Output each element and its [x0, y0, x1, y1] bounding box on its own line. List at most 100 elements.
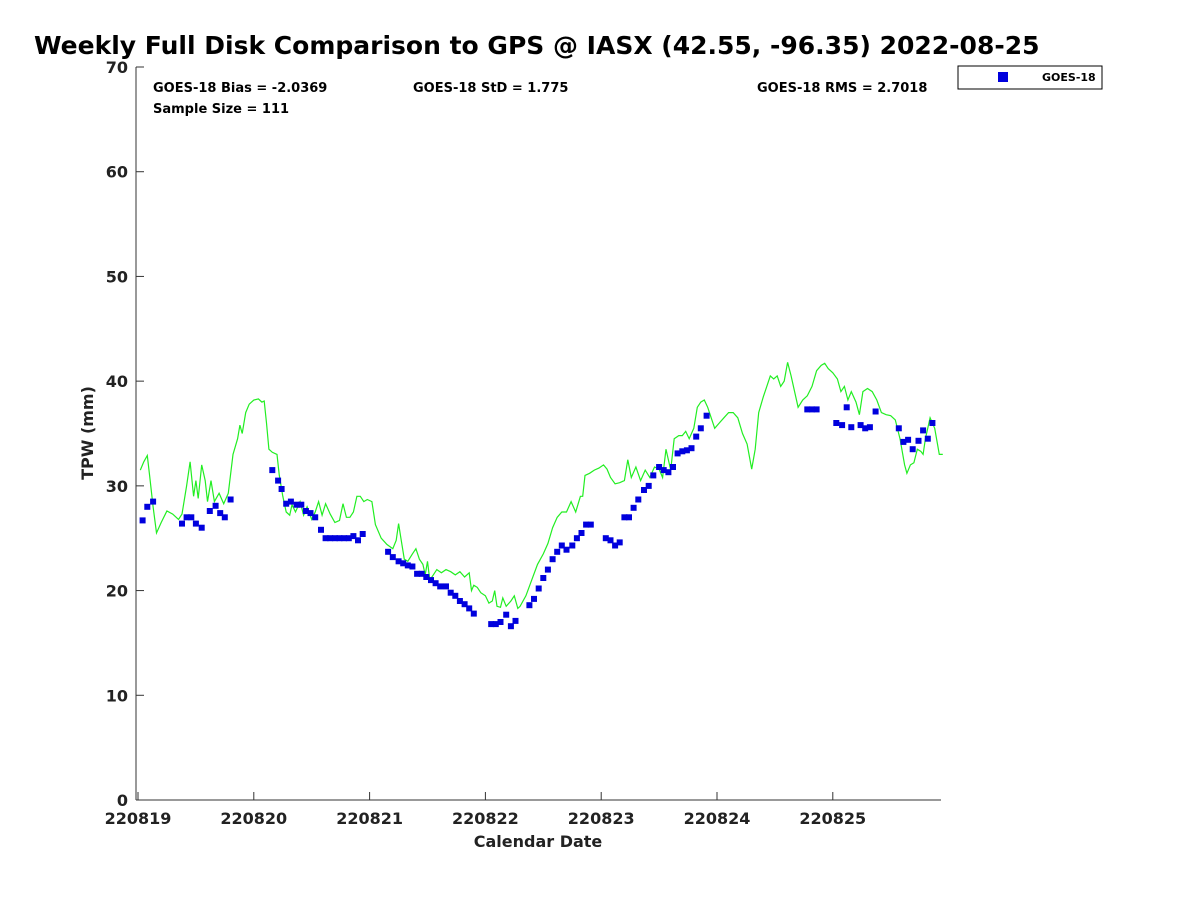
goes-point	[848, 424, 855, 431]
goes-point	[212, 502, 219, 509]
gps-series	[139, 362, 943, 610]
goes-point	[437, 583, 444, 590]
goes-point	[307, 510, 314, 517]
goes-point	[905, 436, 912, 443]
y-tick-label: 30	[106, 477, 128, 496]
goes-point	[503, 611, 510, 618]
sample-size-annotation: Sample Size = 111	[153, 102, 289, 117]
goes-point	[872, 408, 879, 415]
goes-point	[188, 514, 195, 521]
goes-point	[470, 610, 477, 617]
legend-goes-label: GOES-18	[1042, 71, 1096, 84]
goes-point	[641, 487, 647, 493]
goes-point	[612, 542, 619, 549]
goes-point	[302, 508, 309, 514]
goes-point	[443, 583, 449, 590]
goes-point	[322, 535, 329, 542]
x-tick-label: 220825	[799, 809, 866, 828]
goes-point	[336, 535, 343, 542]
x-tick-label: 220821	[336, 809, 403, 828]
goes-point	[645, 482, 652, 489]
goes-point	[423, 574, 430, 580]
goes-point	[350, 533, 357, 540]
goes-point	[404, 562, 411, 569]
goes-point	[915, 437, 922, 444]
legend-goes-marker	[998, 72, 1008, 82]
y-tick-label: 10	[106, 686, 128, 705]
goes-point	[198, 524, 205, 531]
x-tick-label: 220823	[568, 809, 635, 828]
goes-point	[650, 472, 657, 479]
y-tick-label: 0	[117, 791, 128, 810]
goes-point	[895, 425, 902, 432]
goes-point	[857, 422, 864, 429]
goes-point	[395, 558, 402, 565]
goes-point	[924, 435, 931, 442]
goes-point	[227, 496, 234, 503]
goes-point	[900, 438, 907, 445]
std-annotation: GOES-18 StD = 1.775	[413, 81, 568, 96]
axes: 0 10 20 30 40 50 60 70 220819 220820 220821 220822 2…	[105, 58, 941, 828]
goes-point	[456, 598, 463, 604]
goes-point	[526, 602, 533, 609]
goes-point	[385, 548, 392, 555]
goes-point	[221, 514, 228, 521]
goes-point	[418, 570, 425, 577]
goes-point	[697, 425, 704, 432]
goes-point	[139, 517, 146, 524]
goes-point	[447, 589, 454, 596]
goes-point	[512, 617, 519, 624]
goes-point	[920, 427, 927, 434]
goes-point	[616, 539, 623, 546]
y-axis-label: TPW (mm)	[78, 386, 97, 480]
x-tick-label: 220822	[452, 809, 519, 828]
goes-point	[656, 464, 663, 470]
goes-point	[703, 412, 710, 419]
goes-point	[389, 554, 396, 561]
goes-point	[683, 447, 690, 454]
goes-point	[688, 445, 695, 452]
goes-point	[909, 446, 916, 453]
goes-point	[583, 521, 590, 528]
goes-point	[298, 501, 305, 508]
goes-point	[287, 498, 294, 505]
goes-point	[488, 621, 495, 628]
y-tick-label: 20	[106, 582, 128, 601]
goes-point	[660, 467, 667, 474]
x-tick-label: 220824	[684, 809, 751, 828]
x-tick-label: 220819	[105, 809, 172, 828]
legend: GOES-18	[957, 65, 1103, 90]
gps-line	[139, 362, 943, 610]
goes-point	[563, 546, 570, 553]
goes-point	[179, 520, 185, 527]
goes-point	[312, 514, 319, 521]
goes-point	[293, 501, 300, 508]
y-tick-label: 50	[106, 267, 128, 286]
y-tick-label: 60	[106, 163, 128, 182]
goes-point	[355, 537, 361, 544]
y-tick-label: 40	[106, 372, 128, 391]
chart-title: Weekly Full Disk Comparison to GPS @ IAS…	[34, 31, 1040, 60]
goes-point	[318, 526, 324, 533]
goes-point	[183, 514, 190, 521]
goes-point	[674, 450, 681, 457]
goes-point	[150, 498, 157, 505]
goes-point	[578, 530, 585, 536]
goes-point	[607, 537, 614, 544]
goes-point	[409, 563, 416, 570]
goes-point	[535, 585, 542, 592]
goes-point	[461, 601, 468, 608]
goes-point	[635, 496, 642, 503]
goes-point	[587, 521, 594, 528]
goes-point	[813, 406, 820, 413]
goes-point	[414, 570, 421, 577]
goes-point	[492, 621, 499, 628]
x-tick-label: 220820	[220, 809, 287, 828]
goes-point	[341, 535, 348, 542]
goes-point	[569, 542, 576, 549]
y-tick-label: 70	[106, 58, 128, 77]
goes-point	[217, 510, 224, 517]
goes-point	[544, 566, 551, 573]
